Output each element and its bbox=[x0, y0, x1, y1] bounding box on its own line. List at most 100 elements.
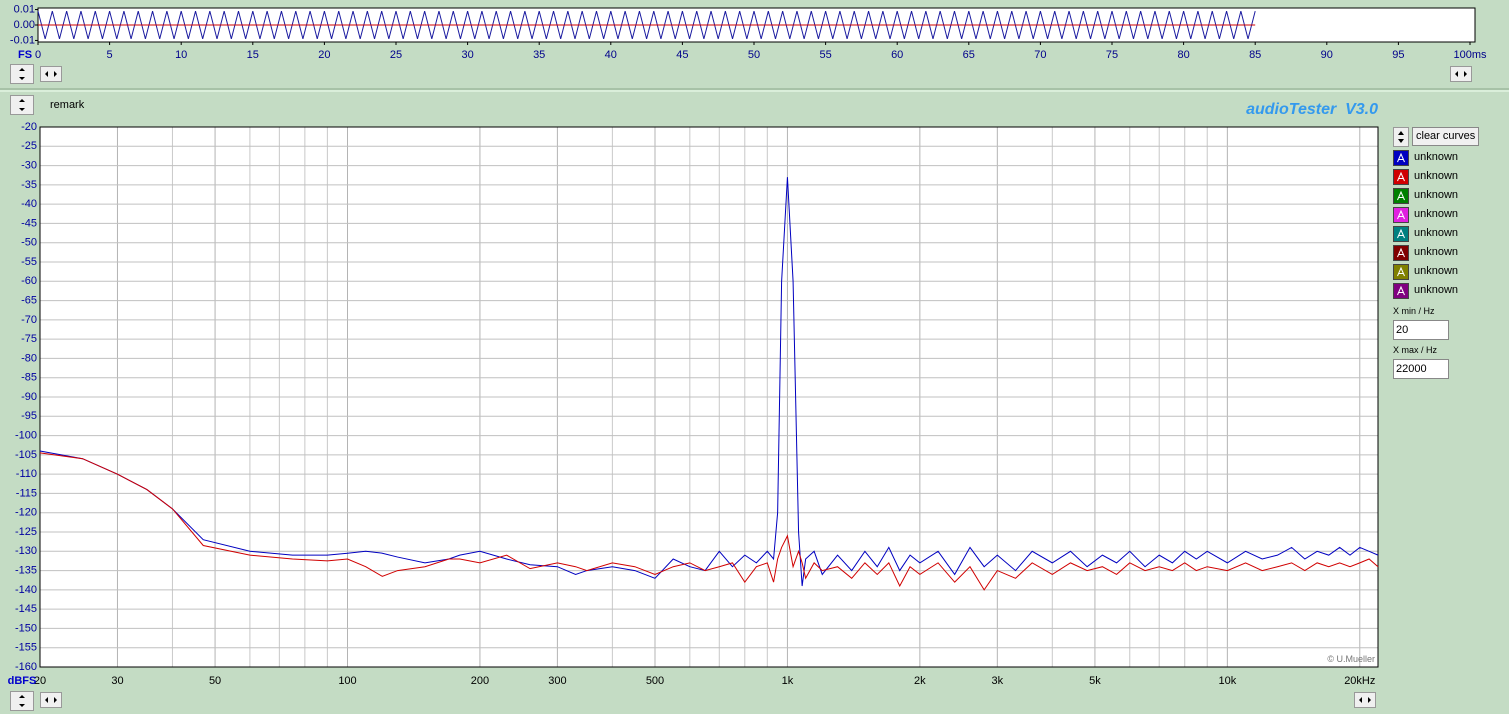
remark: remark bbox=[50, 99, 85, 111]
x-tick-label: 20kHz bbox=[1344, 675, 1375, 687]
x-tick-label: 50 bbox=[209, 675, 221, 687]
spinner[interactable] bbox=[10, 64, 34, 84]
swatch-icon bbox=[1397, 228, 1405, 239]
x-tick-label: 0 bbox=[35, 49, 41, 61]
x-tick-label: 10k bbox=[1218, 675, 1236, 687]
legend-label: unknown bbox=[1414, 246, 1459, 258]
x-tick-label: 5 bbox=[107, 49, 113, 61]
y-axis-label: dBFS bbox=[8, 675, 37, 687]
swatch bbox=[1393, 188, 1409, 204]
scroll-icons bbox=[1359, 697, 1371, 703]
y-tick-label: -130 bbox=[15, 545, 37, 557]
swatch-icon bbox=[1397, 266, 1405, 277]
spinner-arrows bbox=[19, 99, 25, 111]
legend-label: unknown bbox=[1414, 189, 1459, 201]
spinner[interactable] bbox=[1393, 127, 1409, 147]
legend-label: unknown bbox=[1414, 208, 1459, 220]
legend-swatch[interactable] bbox=[1393, 264, 1409, 280]
spinner-arrows bbox=[19, 68, 25, 80]
y-tick-label: -110 bbox=[16, 468, 37, 480]
legend-swatch[interactable] bbox=[1393, 245, 1409, 261]
xmax-input[interactable]: 22000 bbox=[1393, 359, 1449, 379]
legend-swatch[interactable] bbox=[1393, 207, 1409, 223]
y-tick-label: -95 bbox=[21, 410, 37, 422]
x-tick-label: 30 bbox=[111, 675, 123, 687]
x-tick-label: 100ms bbox=[1453, 49, 1487, 61]
y-tick-label: -140 bbox=[15, 584, 37, 596]
scroll-icons bbox=[45, 697, 57, 703]
y-tick-label: -155 bbox=[15, 642, 37, 654]
x-tick-label: 15 bbox=[247, 49, 259, 61]
y-tick-label: -85 bbox=[21, 372, 37, 384]
swatch-icon bbox=[1397, 190, 1405, 201]
y-tick-label: -50 bbox=[21, 237, 37, 249]
x-tick-label: 55 bbox=[819, 49, 831, 61]
y-tick-label: -45 bbox=[21, 217, 37, 229]
y-tick-label: -120 bbox=[15, 507, 37, 519]
legend-swatch[interactable] bbox=[1393, 169, 1409, 185]
x-tick-label: 500 bbox=[646, 675, 664, 687]
y-tick-label: -25 bbox=[21, 140, 37, 152]
y-tick-label: -40 bbox=[21, 198, 37, 210]
swatch bbox=[1393, 226, 1409, 242]
y-tick-label: -125 bbox=[15, 526, 37, 538]
x-tick-label: 65 bbox=[963, 49, 975, 61]
series-line bbox=[39, 452, 1379, 591]
x-tick-label: 85 bbox=[1249, 49, 1261, 61]
scroll-icons bbox=[45, 71, 57, 77]
y-tick-label: -20 bbox=[21, 121, 37, 133]
legend-swatch[interactable] bbox=[1393, 188, 1409, 204]
legend-label: unknown bbox=[1414, 227, 1459, 239]
scroll-arrows[interactable] bbox=[1450, 66, 1472, 82]
y-tick-label: -105 bbox=[15, 449, 37, 461]
y-tick-label: -80 bbox=[21, 352, 37, 364]
legend-swatch[interactable] bbox=[1393, 226, 1409, 242]
plot-frame bbox=[39, 126, 1379, 668]
x-tick-label: 70 bbox=[1034, 49, 1046, 61]
swatch bbox=[1393, 169, 1409, 185]
spinner[interactable] bbox=[10, 691, 34, 711]
legend-label: unknown bbox=[1414, 151, 1459, 163]
y-axis-label: FS bbox=[18, 49, 32, 61]
y-tick-label: -160 bbox=[15, 661, 37, 673]
copyright: © U.Mueller bbox=[1327, 654, 1375, 664]
x-tick-label: 50 bbox=[748, 49, 760, 61]
x-tick-label: 45 bbox=[676, 49, 688, 61]
x-tick-label: 300 bbox=[548, 675, 566, 687]
y-tick-label: -30 bbox=[21, 159, 37, 171]
x-tick-label: 2k bbox=[914, 675, 926, 687]
x-tick-label: 10 bbox=[175, 49, 187, 61]
x-tick-label: 90 bbox=[1321, 49, 1333, 61]
x-tick-label: 30 bbox=[461, 49, 473, 61]
y-tick-label: -70 bbox=[21, 314, 37, 326]
xmin-input[interactable]: 20 bbox=[1393, 320, 1449, 340]
series-line bbox=[39, 177, 1379, 587]
legend-label: unknown bbox=[1414, 265, 1459, 277]
legend-swatch[interactable] bbox=[1393, 283, 1409, 299]
y-tick-label: -65 bbox=[21, 294, 37, 306]
x-tick-label: 25 bbox=[390, 49, 402, 61]
x-tick-label: 20 bbox=[318, 49, 330, 61]
scroll-arrows[interactable] bbox=[1354, 692, 1376, 708]
x-tick-label: 200 bbox=[471, 675, 489, 687]
spinner-arrows bbox=[19, 695, 25, 707]
x-tick-label: 40 bbox=[605, 49, 617, 61]
y-tick-label: -90 bbox=[21, 391, 37, 403]
swatch bbox=[1393, 264, 1409, 280]
swatch bbox=[1393, 207, 1409, 223]
clear-curves-button[interactable]: clear curves bbox=[1412, 127, 1480, 146]
x-tick-label: 80 bbox=[1177, 49, 1189, 61]
y-tick-label: -145 bbox=[15, 603, 37, 615]
x-tick-label: 75 bbox=[1106, 49, 1118, 61]
scroll-arrows[interactable] bbox=[40, 66, 62, 82]
scroll-arrows[interactable] bbox=[40, 692, 62, 708]
legend-swatch[interactable] bbox=[1393, 150, 1409, 166]
y-tick-label: -100 bbox=[15, 429, 37, 441]
swatch-icon bbox=[1397, 247, 1405, 258]
series-line bbox=[37, 10, 1256, 40]
x-tick-label: 20 bbox=[34, 675, 46, 687]
y-tick-label: -55 bbox=[21, 256, 37, 268]
brand: audioTester V3.0 bbox=[1246, 101, 1378, 118]
spinner[interactable] bbox=[10, 95, 34, 115]
